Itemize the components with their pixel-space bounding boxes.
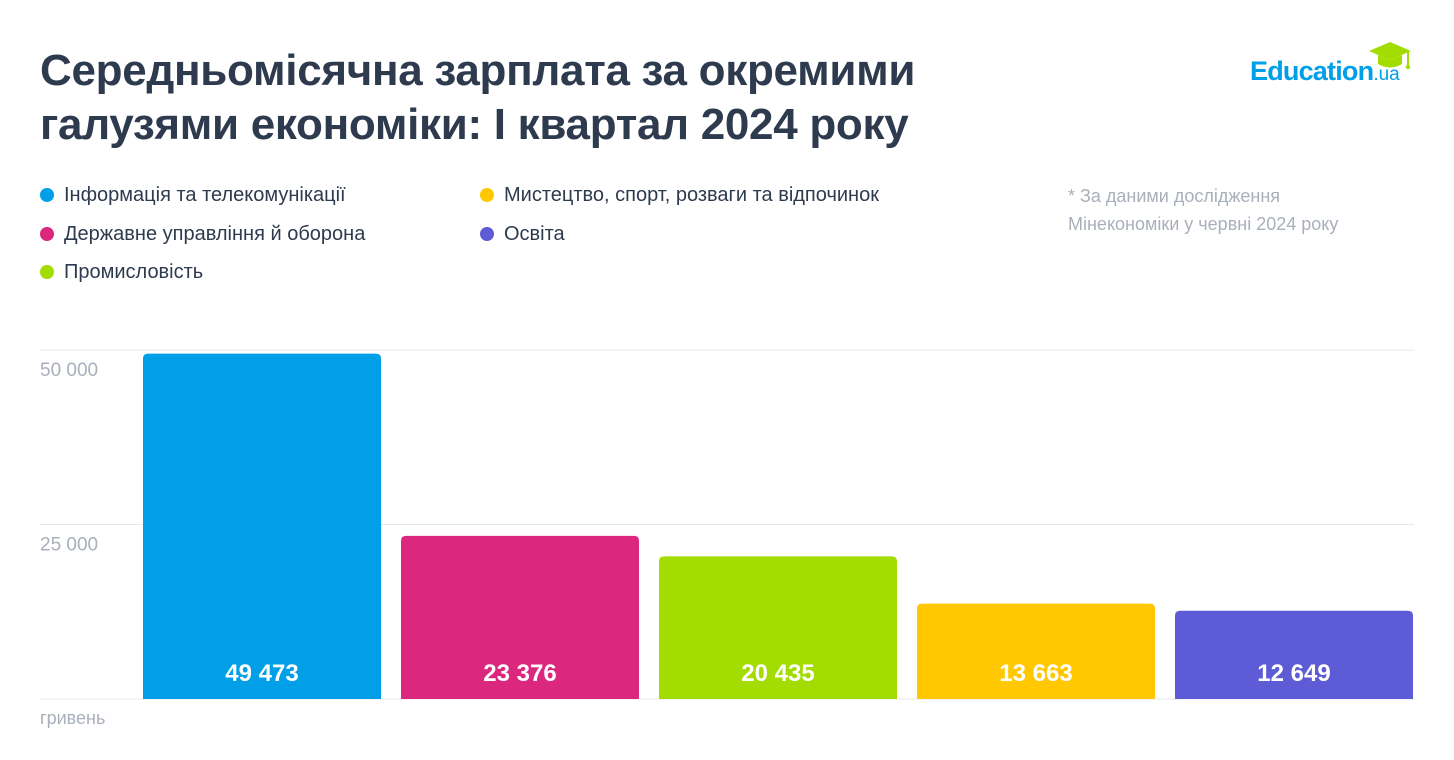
bar-value-label: 23 376 bbox=[483, 660, 556, 687]
legend-item-industry: Промисловість bbox=[40, 257, 203, 287]
bar-value-label: 13 663 bbox=[999, 660, 1072, 687]
chart-title: Середньомісячна зарплата за окремими гал… bbox=[40, 44, 1100, 152]
bar-chart: 25 000 50 000 49 473 23 376 20 435 13 663 12 6… bbox=[40, 349, 1414, 700]
logo-text: Education.ua bbox=[1250, 56, 1400, 87]
bar bbox=[143, 353, 381, 699]
bar bbox=[659, 556, 897, 699]
legend-dot bbox=[480, 227, 494, 241]
chart-title-line-1: Середньомісячна зарплата за окремими bbox=[40, 46, 916, 95]
legend-label: Державне управління й оборона bbox=[64, 222, 366, 245]
legend-item-government: Державне управління й оборона bbox=[40, 219, 365, 249]
bar-value-label: 12 649 bbox=[1257, 660, 1330, 687]
legend-dot bbox=[480, 188, 494, 202]
graduation-cap-icon bbox=[1369, 42, 1411, 70]
bar bbox=[917, 603, 1155, 699]
legend-item-arts-sports: Мистецтво, спорт, розваги та відпочинок bbox=[480, 180, 879, 210]
legend-dot bbox=[40, 227, 54, 241]
y-tick-label: 50 000 bbox=[40, 360, 98, 381]
legend-dot bbox=[40, 265, 54, 279]
source-note: * За даними дослідження Мінекономіки у ч… bbox=[1068, 182, 1428, 238]
logo-suffix-text: .ua bbox=[1373, 64, 1400, 85]
legend: Інформація та телекомунікації Державне у… bbox=[40, 180, 1000, 290]
legend-label: Промисловість bbox=[64, 260, 204, 283]
source-note-line-2: Мінекономіки у червні 2024 року bbox=[1068, 214, 1339, 234]
bar bbox=[401, 535, 639, 699]
y-tick-label: 25 000 bbox=[40, 535, 98, 556]
bar-value-label: 20 435 bbox=[741, 660, 814, 687]
legend-label: Освіта bbox=[504, 222, 565, 245]
y-axis-unit-label: гривень bbox=[40, 708, 106, 728]
legend-item-it: Інформація та телекомунікації bbox=[40, 180, 346, 210]
logo-main-text: Education bbox=[1250, 56, 1374, 86]
legend-dot bbox=[40, 188, 54, 202]
source-note-line-1: * За даними дослідження bbox=[1068, 186, 1281, 206]
legend-label: Мистецтво, спорт, розваги та відпочинок bbox=[504, 183, 879, 206]
bar bbox=[1175, 610, 1413, 699]
legend-label: Інформація та телекомунікації bbox=[64, 183, 346, 206]
education-ua-logo[interactable]: Education.ua bbox=[1250, 40, 1420, 90]
legend-item-education: Освіта bbox=[480, 219, 565, 249]
bar-value-label: 49 473 bbox=[225, 660, 298, 687]
chart-title-line-2: галузями економіки: І квартал 2024 року bbox=[40, 100, 909, 149]
